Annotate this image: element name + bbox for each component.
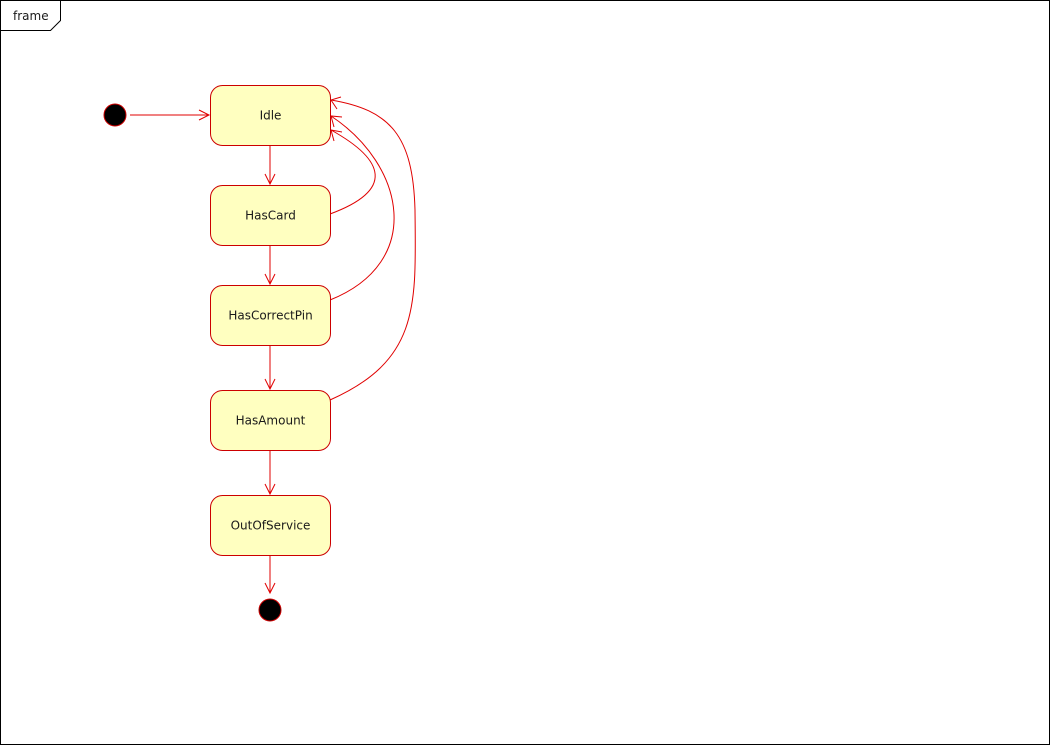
arrowhead-hascorrectpin-to-hasamount xyxy=(264,378,276,391)
state-box xyxy=(210,390,331,451)
arrowhead-hasamount-to-outofservice xyxy=(264,483,276,496)
state-box xyxy=(210,85,331,146)
arrowhead-hascard-to-hascorrectpin xyxy=(264,273,276,286)
arrowhead-idle-to-hascard xyxy=(264,173,276,186)
state-hascorrectpin[interactable]: HasCorrectPin xyxy=(210,285,331,346)
arrowhead-outofservice-to-final xyxy=(264,582,276,595)
arrowhead-initial-to-idle xyxy=(198,109,211,121)
state-box xyxy=(210,285,331,346)
state-hascard[interactable]: HasCard xyxy=(210,185,331,246)
state-hasamount[interactable]: HasAmount xyxy=(210,390,331,451)
state-box xyxy=(210,185,331,246)
final-state-node xyxy=(258,598,282,622)
state-outofservice[interactable]: OutOfService xyxy=(210,495,331,556)
state-label-hasamount: HasAmount xyxy=(236,414,306,428)
state-label-hascorrectpin: HasCorrectPin xyxy=(228,309,312,323)
state-box xyxy=(210,495,331,556)
state-idle[interactable]: Idle xyxy=(210,85,331,146)
transitions xyxy=(130,96,416,595)
state-label-outofservice: OutOfService xyxy=(231,519,311,533)
frame-label-tab xyxy=(0,0,61,31)
frame-label: frame xyxy=(13,9,49,23)
transition-hascorrectpin-to-idle xyxy=(329,115,395,301)
transition-hascard-to-idle xyxy=(329,129,376,215)
state-label-hascard: HasCard xyxy=(245,209,296,223)
transition-hasamount-to-idle xyxy=(329,99,416,401)
state-label-idle: Idle xyxy=(260,109,282,123)
initial-state-node xyxy=(103,103,127,127)
